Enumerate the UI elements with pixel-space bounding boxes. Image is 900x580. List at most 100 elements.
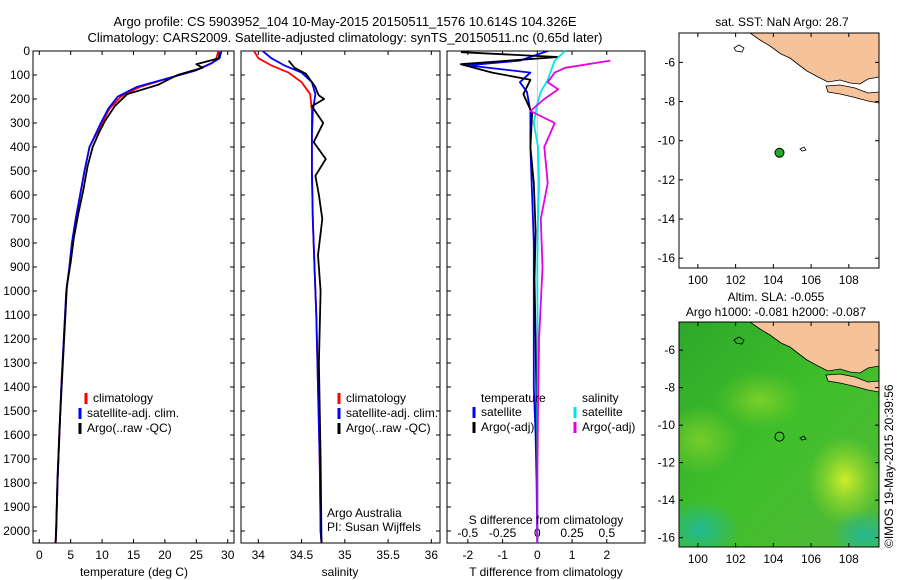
map-bottom-frame: [678, 321, 880, 548]
temperature-chart: 0 5 10 15 20 25 300100200300400500600700800900…: [3, 44, 234, 562]
sla-low-patch: [830, 510, 879, 547]
map-top-frame: [678, 32, 880, 269]
y-tick-label: 1000: [3, 284, 30, 298]
argo-float-marker: [774, 147, 785, 158]
y-tick-label: 1800: [3, 476, 30, 490]
x-tick-label: 35.5: [376, 548, 400, 562]
y-tick-label: 1100: [4, 308, 30, 322]
map-x-tick-label: 106: [801, 273, 821, 287]
annotation-pi: PI: Susan Wijffels: [327, 520, 421, 534]
salinity-chart: 34 34.5 35 35.5 36: [241, 50, 440, 562]
y-tick-label: 1900: [3, 500, 30, 514]
x-tick-label: 10: [95, 548, 109, 562]
legend-climatology: climatology: [346, 391, 406, 405]
legend-t-satellite: satellite: [481, 405, 522, 419]
map-x-tick-label: 100: [688, 552, 708, 566]
map-y-tick-label: -6: [664, 55, 675, 69]
header-line2: Climatology: CARS2009. Satellite-adjuste…: [88, 30, 603, 45]
map-y-tick-label: -12: [658, 456, 676, 470]
legend-satellite: satellite-adj. clim.: [87, 406, 179, 420]
legend-s-satellite: satellite: [582, 405, 623, 419]
map-y-tick-label: -10: [658, 418, 676, 432]
s-tick-label: 0.5: [598, 526, 615, 540]
y-tick-label: 1200: [3, 332, 30, 346]
temperature-axis-title: temperature (deg C): [80, 565, 188, 579]
map-x-tick-label: 104: [763, 552, 783, 566]
y-tick-label: 2000: [3, 524, 30, 538]
map-x-tick-label: 102: [726, 552, 746, 566]
map-x-tick-label: 108: [839, 552, 859, 566]
x-tick-label: 0: [534, 548, 541, 562]
y-tick-label: 1500: [3, 404, 30, 418]
y-tick-label: 500: [10, 164, 30, 178]
series-line-argo: [54, 52, 221, 544]
map-top-axes: 100 102 104 106 108 -6 -8 -10 -12 -14 -16: [658, 33, 879, 287]
series-line-climatology: [253, 50, 323, 544]
y-tick-label: 800: [10, 236, 30, 250]
christmas-island: [799, 146, 807, 152]
y-tick-label: 1300: [3, 356, 30, 370]
x-tick-label: 34: [252, 548, 266, 562]
y-tick-label: 900: [10, 260, 30, 274]
map-y-tick-label: -6: [664, 343, 675, 357]
x-tick-label: 36: [425, 548, 439, 562]
map-x-tick-label: 100: [688, 273, 708, 287]
salinity-legend: climatology satellite-adj. clim. Argo(..…: [327, 391, 438, 534]
s-tick-label: -0.5: [457, 526, 478, 540]
x-tick-label: -1: [497, 548, 508, 562]
map-bottom-title1: Altim. SLA: -0.055: [728, 290, 825, 304]
java-land: [825, 84, 879, 104]
map-bottom-axes: 100 102 104 106 108 -6 -8 -10 -12 -14 -16: [658, 322, 879, 566]
map-top: 100 102 104 106 108 -6 -8 -10 -12 -14 -16: [658, 32, 880, 287]
map-x-tick-label: 104: [763, 273, 783, 287]
legend-argo: Argo(..raw -QC): [87, 421, 172, 435]
sla-high-patch: [807, 435, 879, 525]
y-tick-label: 600: [10, 188, 30, 202]
series-line-satellite-adj-clim-: [262, 50, 323, 544]
map-y-tick-label: -10: [658, 134, 676, 148]
x-tick-label: 20: [158, 548, 172, 562]
temperature-legend: climatology satellite-adj. clim. Argo(..…: [78, 391, 179, 435]
y-tick-label: 1600: [3, 428, 30, 442]
legend-s-argo: Argo(-adj): [582, 420, 635, 434]
series-line-argo: [287, 60, 327, 544]
salinity-axis-title: salinity: [322, 565, 359, 579]
series-line-t-argo: [459, 51, 560, 543]
s-difference-axis-title: S difference from climatology: [469, 513, 624, 527]
s-tick-label: -0.25: [489, 526, 517, 540]
legend-temperature-heading: temperature: [481, 391, 546, 405]
christmas-island: [799, 435, 807, 441]
legend-salinity-heading: salinity: [582, 391, 619, 405]
sla-patch: [715, 370, 805, 430]
y-tick-label: 700: [10, 212, 30, 226]
sumatra-land: [749, 322, 879, 374]
map-y-tick-label: -8: [664, 381, 675, 395]
temperature-panel-frame: [32, 50, 235, 544]
map-y-tick-label: -8: [664, 95, 675, 109]
map-y-tick-label: -16: [658, 251, 676, 265]
header-line1: Argo profile: CS 5903952_104 10-May-2015…: [113, 14, 576, 29]
argo-float-marker: [774, 431, 785, 442]
x-tick-label: 5: [67, 548, 74, 562]
series-line-s-argo: [529, 59, 611, 543]
y-tick-label: 1400: [3, 380, 30, 394]
imos-credit: ©IMOS 19-May-2015 20:39:56: [882, 384, 896, 548]
island-outline: [733, 336, 745, 345]
map-y-tick-label: -14: [658, 212, 676, 226]
map-top-title: sat. SST: NaN Argo: 28.7: [715, 15, 849, 29]
map-x-tick-label: 108: [839, 273, 859, 287]
sla-low-patch: [679, 500, 740, 547]
y-tick-label: 400: [10, 140, 30, 154]
x-tick-label: 1: [569, 548, 576, 562]
salinity-panel-frame: [240, 50, 441, 544]
legend-satellite: satellite-adj. clim.: [346, 406, 438, 420]
x-tick-label: 15: [127, 548, 141, 562]
difference-legend: temperature satellite Argo(-adj) salinit…: [469, 391, 636, 527]
series-line-satellite-adj-clim-: [54, 50, 223, 544]
x-tick-label: 35: [338, 548, 352, 562]
legend-climatology: climatology: [93, 391, 153, 405]
x-tick-label: -2: [463, 548, 474, 562]
map-bottom-title2: Argo h1000: -0.081 h2000: -0.087: [686, 305, 866, 319]
x-tick-label: 0: [36, 548, 43, 562]
